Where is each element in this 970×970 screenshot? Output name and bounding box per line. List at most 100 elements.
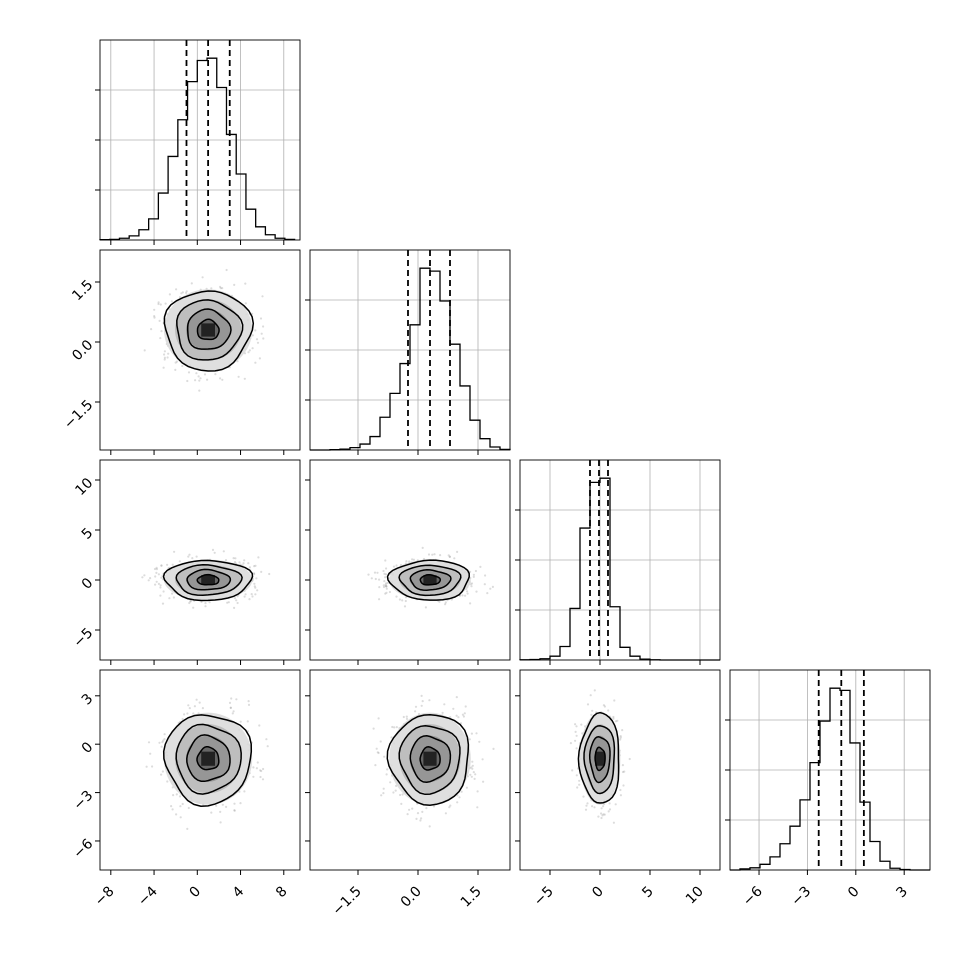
scatter-point [232, 557, 235, 560]
scatter-point [621, 770, 625, 774]
scatter-point [250, 593, 253, 596]
scatter-point [256, 341, 260, 344]
contour-0 [594, 746, 606, 772]
scatter-point [449, 804, 452, 807]
scatter-point [228, 701, 232, 705]
scatter-point [162, 739, 165, 742]
scatter-point [392, 791, 395, 794]
panel-frame [309, 459, 511, 661]
scatter-point [385, 567, 388, 570]
scatter-point [384, 584, 387, 588]
scatter-point [398, 598, 401, 601]
scatter-point [171, 592, 174, 595]
scatter-point [157, 301, 160, 304]
scatter-point [470, 766, 473, 769]
scatter-point [576, 786, 579, 789]
scatter-point [256, 761, 259, 764]
scatter-point [455, 714, 458, 717]
scatter-point [174, 361, 177, 364]
contour-1 [409, 735, 452, 784]
contour-2 [175, 563, 243, 596]
scatter-point [491, 585, 494, 589]
scatter-point [157, 582, 160, 586]
scatter-point [370, 577, 373, 580]
scatter-point [248, 598, 251, 601]
scatter-point [469, 773, 472, 776]
scatter-point [233, 802, 236, 805]
panels-group: −8 −4 0 4 8 −1.5 0.0 1.5 −5 0 5 10 −6 −3 0 3−1.50.01.5−… [61, 39, 931, 919]
scatter-point [462, 715, 465, 718]
scatter-point [161, 770, 164, 773]
scatter-point [179, 816, 182, 819]
scatter-point [472, 573, 475, 576]
histogram-panel-0 [95, 39, 301, 241]
scatter-point [602, 704, 606, 707]
scatter-point [168, 597, 171, 600]
scatter-point [219, 285, 222, 288]
scatter-point [386, 768, 389, 771]
scatter-point [160, 564, 163, 567]
scatter-point [163, 358, 166, 361]
scatter-point [382, 585, 386, 589]
scatter-point [153, 567, 157, 571]
scatter-point [421, 810, 424, 814]
scatter-point [416, 812, 420, 815]
scatter-point [469, 570, 472, 573]
scatter-point [191, 557, 194, 560]
scatter-point [252, 766, 255, 769]
scatter-point [158, 741, 161, 744]
scatter-point [254, 329, 257, 332]
scatter-point [178, 560, 181, 563]
scatter-point [253, 585, 256, 588]
scatter-point [145, 765, 148, 768]
scatter-point [602, 813, 605, 816]
scatter-point [231, 712, 234, 715]
scatter-point [153, 315, 156, 318]
scatter-point [384, 583, 387, 586]
scatter-point [246, 720, 249, 723]
scatter-point [483, 583, 486, 586]
scatter-point [226, 601, 229, 604]
scatter-point [247, 700, 250, 703]
scatter-point [380, 794, 383, 797]
scatter-point [433, 553, 436, 556]
scatter-point [168, 293, 171, 296]
scatter-point [198, 379, 201, 382]
scatter-point [476, 806, 479, 809]
scatter-point [471, 767, 474, 770]
scatter-point [474, 773, 477, 776]
scatter-point [456, 801, 459, 804]
scatter-point [149, 752, 152, 755]
contour-0 [196, 746, 220, 771]
scatter-point [405, 715, 408, 718]
scatter-point [471, 760, 474, 763]
scatter-point [466, 592, 469, 595]
scatter-point [155, 580, 158, 583]
scatter-point [591, 709, 594, 712]
scatter-point [415, 817, 418, 821]
scatter-point [143, 349, 146, 352]
scatter-point [183, 713, 186, 716]
panel-frame [519, 459, 721, 661]
scatter-point [160, 564, 163, 567]
scatter-point [192, 606, 195, 609]
scatter-point [372, 727, 375, 730]
scatter-point [395, 784, 398, 788]
scatter-point [147, 741, 151, 744]
scatter-point [403, 605, 407, 608]
scatter-point [260, 769, 263, 773]
scatter-point [193, 705, 196, 708]
scatter-point [401, 793, 404, 796]
scatter-point [160, 576, 163, 579]
scatter-point [457, 716, 460, 719]
scatter-point [408, 808, 411, 811]
scatter-point [470, 775, 473, 778]
scatter-point [476, 790, 479, 793]
scatter-point [221, 803, 224, 806]
scatter-point [198, 389, 201, 392]
scatter-point [394, 789, 397, 792]
scatter-point [479, 565, 482, 569]
contour-1 [588, 736, 611, 784]
scatter-point [392, 565, 396, 568]
scatter-panel-3-0 [99, 669, 301, 871]
